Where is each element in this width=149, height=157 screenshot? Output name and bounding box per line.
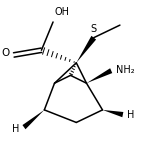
Text: S: S (91, 24, 97, 34)
Text: H: H (12, 124, 20, 134)
Text: O: O (1, 48, 9, 58)
Polygon shape (103, 110, 123, 117)
Polygon shape (76, 36, 96, 63)
Text: OH: OH (55, 7, 70, 17)
Polygon shape (22, 110, 44, 129)
Polygon shape (86, 68, 112, 83)
Text: H: H (127, 110, 135, 120)
Text: NH₂: NH₂ (116, 65, 134, 75)
